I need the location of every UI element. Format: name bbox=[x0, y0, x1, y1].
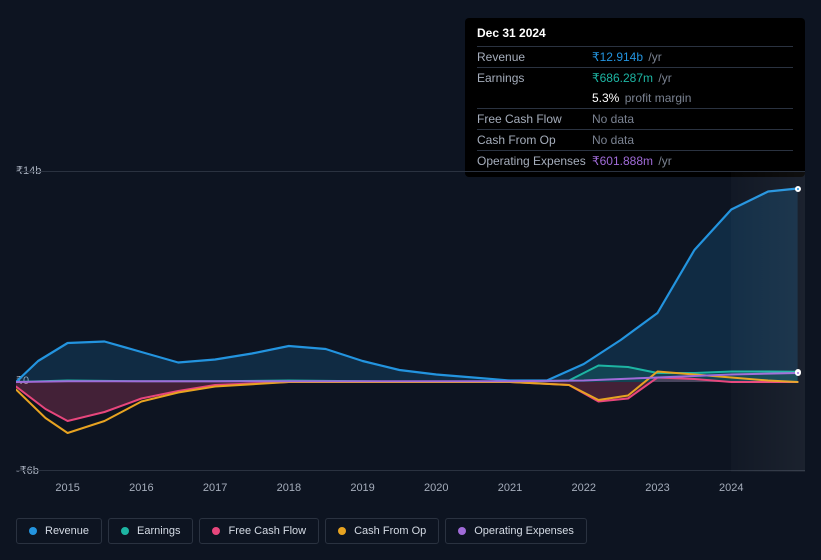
tooltip-row: Revenue₹12.914b /yr bbox=[477, 46, 793, 67]
legend-swatch bbox=[121, 527, 129, 535]
tooltip-row: Earnings₹686.287m /yr bbox=[477, 67, 793, 88]
tooltip-row-label: Free Cash Flow bbox=[477, 112, 592, 126]
x-axis-label: 2017 bbox=[203, 482, 227, 494]
tooltip-row: Free Cash FlowNo data bbox=[477, 108, 793, 129]
tooltip-row-label: Revenue bbox=[477, 50, 592, 64]
tooltip-row: Cash From OpNo data bbox=[477, 129, 793, 150]
legend-label: Cash From Op bbox=[354, 525, 426, 537]
tooltip-row-label bbox=[477, 91, 592, 105]
tooltip-row-value: 5.3% profit margin bbox=[592, 91, 793, 105]
x-axis-label: 2021 bbox=[498, 482, 522, 494]
x-axis: 2015 2016 2017 2018 2019 2020 2021 2022 2023 2024 bbox=[16, 482, 805, 502]
chart-svg bbox=[16, 172, 805, 472]
tooltip-row-value: No data bbox=[592, 112, 793, 126]
forecast-highlight-band bbox=[731, 172, 805, 472]
legend-swatch bbox=[338, 527, 346, 535]
legend-item-fcf[interactable]: Free Cash Flow bbox=[199, 518, 319, 544]
tooltip-row-value: ₹12.914b /yr bbox=[592, 50, 793, 64]
series-end-marker-revenue bbox=[795, 186, 801, 192]
x-axis-label: 2016 bbox=[129, 482, 153, 494]
legend-item-opex[interactable]: Operating Expenses bbox=[445, 518, 587, 544]
tooltip-date: Dec 31 2024 bbox=[477, 26, 793, 46]
series-area-revenue bbox=[16, 189, 798, 383]
financial-history-chart: ₹14b₹0-₹6b bbox=[16, 155, 805, 485]
tooltip-row-label: Cash From Op bbox=[477, 133, 592, 147]
legend-item-earnings[interactable]: Earnings bbox=[108, 518, 193, 544]
x-axis-label: 2024 bbox=[719, 482, 743, 494]
series-area-fcf bbox=[16, 378, 798, 422]
legend-swatch bbox=[458, 527, 466, 535]
tooltip-row-value: No data bbox=[592, 133, 793, 147]
legend-label: Operating Expenses bbox=[474, 525, 574, 537]
x-axis-label: 2023 bbox=[645, 482, 669, 494]
legend-swatch bbox=[212, 527, 220, 535]
x-axis-label: 2022 bbox=[572, 482, 596, 494]
legend-item-cashop[interactable]: Cash From Op bbox=[325, 518, 439, 544]
x-axis-label: 2015 bbox=[55, 482, 79, 494]
series-end-marker-opex bbox=[795, 370, 801, 376]
legend-label: Earnings bbox=[137, 525, 180, 537]
tooltip-row-label: Earnings bbox=[477, 71, 592, 85]
tooltip-row-value: ₹686.287m /yr bbox=[592, 71, 793, 85]
legend-item-revenue[interactable]: Revenue bbox=[16, 518, 102, 544]
chart-plot[interactable] bbox=[16, 171, 805, 471]
tooltip-row: 5.3% profit margin bbox=[477, 88, 793, 108]
x-axis-label: 2019 bbox=[350, 482, 374, 494]
x-axis-label: 2018 bbox=[277, 482, 301, 494]
chart-legend: Revenue Earnings Free Cash Flow Cash From O… bbox=[16, 518, 587, 544]
x-axis-label: 2020 bbox=[424, 482, 448, 494]
chart-tooltip: Dec 31 2024 Revenue₹12.914b /yrEarnings₹… bbox=[465, 18, 805, 177]
tooltip-rows: Revenue₹12.914b /yrEarnings₹686.287m /yr… bbox=[477, 46, 793, 171]
legend-swatch bbox=[29, 527, 37, 535]
legend-label: Free Cash Flow bbox=[228, 525, 306, 537]
legend-label: Revenue bbox=[45, 525, 89, 537]
